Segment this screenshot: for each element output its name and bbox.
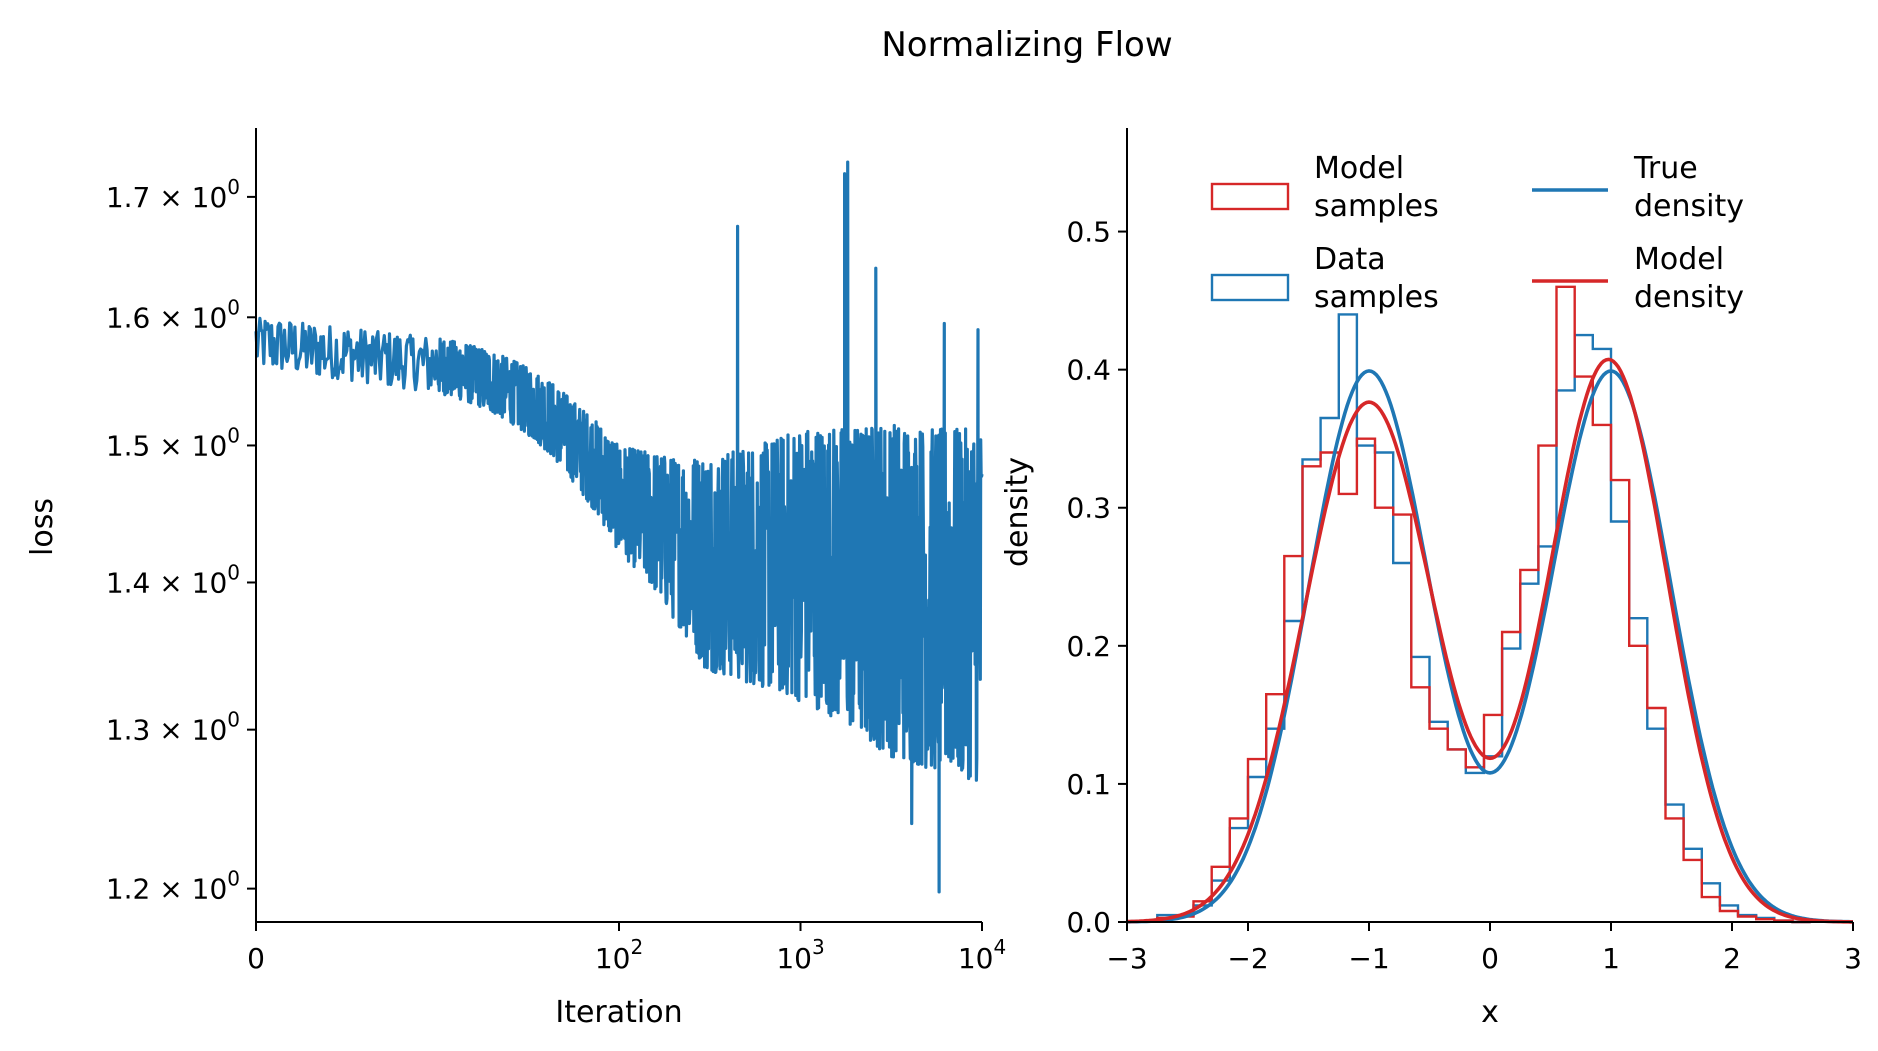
legend-label-line1: Model <box>1314 151 1404 186</box>
density-y-axis-label: density <box>1000 457 1035 567</box>
loss-series <box>254 160 984 894</box>
loss-y-tick-label: 1.7 × 100 <box>106 175 240 214</box>
hist-model-samples-step <box>1156 285 1811 924</box>
density-y-tick-label: 0.0 <box>1066 906 1111 939</box>
density-chart: −3 −2 −1 0 1 2 3 0.00.10.20.30.40.5 x density … <box>1000 128 1862 1030</box>
density-legend: ModelsamplesDatasamplesTruedensityModeld… <box>1210 151 1744 315</box>
density-x-tick-label: 3 <box>1844 942 1862 975</box>
model-density-curve <box>1126 357 1853 924</box>
loss-y-tick-label: 1.4 × 100 <box>106 560 240 599</box>
density-x-tick-label: −2 <box>1227 942 1268 975</box>
loss-y-axis-label: loss <box>25 498 60 556</box>
true-density-curve <box>1127 369 1853 924</box>
density-curves <box>1126 357 1853 924</box>
density-x-tick-label: 1 <box>1602 942 1620 975</box>
legend-label-line1: True <box>1633 151 1698 186</box>
loss-y-ticks: 1.2 × 100 1.3 × 100 1.4 × 100 1.5 × 100 1.6 … <box>106 175 256 906</box>
density-x-tick-label: 0 <box>1481 942 1499 975</box>
density-y-tick-label: 0.3 <box>1066 492 1111 525</box>
loss-y-tick-label: 1.5 × 100 <box>106 423 240 462</box>
legend-label-line2: density <box>1634 189 1744 224</box>
density-y-tick-label: 0.5 <box>1066 216 1111 249</box>
loss-line <box>254 160 984 894</box>
loss-x-ticks: 0 102 103 104 <box>247 922 1006 975</box>
loss-x-tick-label: 0 <box>247 942 265 975</box>
loss-x-tick-label: 102 <box>595 935 643 975</box>
loss-x-tick-label: 104 <box>958 935 1006 975</box>
loss-x-axis-label: Iteration <box>555 995 682 1030</box>
density-x-ticks: −3 −2 −1 0 1 2 3 <box>1106 922 1862 975</box>
legend-label-line2: density <box>1634 280 1744 315</box>
legend-hist-swatch <box>1210 273 1290 302</box>
density-y-ticks: 0.0 0.1 0.2 0.3 0.4 0.5 <box>1066 216 1127 939</box>
figure-title: Normalizing Flow <box>881 25 1172 65</box>
legend-label-line1: Data <box>1314 242 1386 277</box>
density-x-axis-label: x <box>1481 995 1499 1030</box>
loss-y-tick-label: 1.3 × 100 <box>106 708 240 747</box>
density-y-tick-label: 0.2 <box>1066 630 1111 663</box>
legend-label-line2: samples <box>1314 189 1439 224</box>
loss-x-tick-label: 103 <box>776 935 824 975</box>
legend-label-line1: Model <box>1634 242 1724 277</box>
density-y-tick-label: 0.4 <box>1066 354 1111 387</box>
legend-label-line2: samples <box>1314 280 1439 315</box>
loss-y-tick-label: 1.6 × 100 <box>106 295 240 334</box>
density-x-tick-label: 2 <box>1723 942 1741 975</box>
hist-model-samples <box>1156 285 1811 924</box>
density-y-tick-label: 0.1 <box>1066 768 1111 801</box>
legend-hist-swatch <box>1210 182 1290 211</box>
loss-y-tick-label: 1.2 × 100 <box>106 867 240 906</box>
density-x-tick-label: −3 <box>1106 942 1147 975</box>
density-x-tick-label: −1 <box>1348 942 1389 975</box>
